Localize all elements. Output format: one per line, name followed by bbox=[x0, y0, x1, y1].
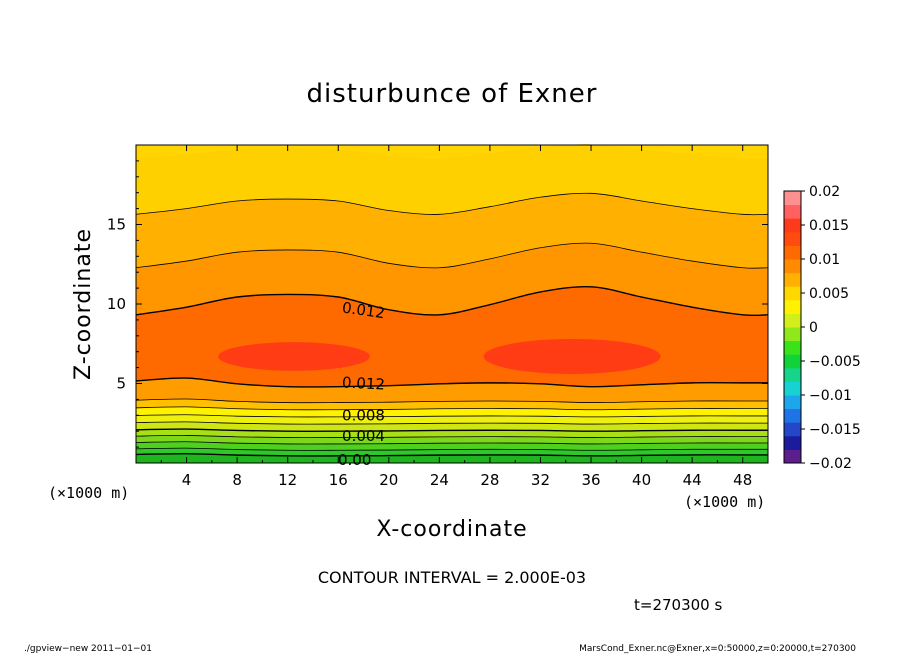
colorbar-tick-label: −0.005 bbox=[809, 354, 861, 370]
colorbar-tick-label: −0.015 bbox=[809, 422, 861, 438]
contour-line bbox=[135, 421, 768, 425]
contour-line bbox=[135, 285, 769, 317]
colorbar-swatch bbox=[784, 313, 801, 328]
x-tick-label: 8 bbox=[232, 471, 242, 489]
contour-interval-label: CONTOUR INTERVAL = 2.000E-03 bbox=[318, 568, 586, 587]
time-label: t=270300 s bbox=[634, 596, 722, 614]
colorbar-tick-label: −0.01 bbox=[809, 388, 852, 404]
contour-label: 0.008 bbox=[342, 406, 385, 424]
contour-label: 0.00 bbox=[338, 451, 371, 469]
colorbar-swatch bbox=[784, 354, 801, 369]
colorbar-swatch bbox=[784, 272, 801, 287]
contour-label: 0.004 bbox=[342, 427, 385, 445]
contour-line bbox=[135, 406, 768, 411]
contour-line bbox=[135, 452, 768, 457]
colorbar-tick-label: 0.01 bbox=[809, 252, 840, 268]
contour-label: 0.012 bbox=[341, 298, 386, 322]
colorbar-tick-label: 0.015 bbox=[809, 218, 849, 234]
x-tick-label: 48 bbox=[733, 471, 752, 489]
colorbar-swatch bbox=[784, 340, 801, 355]
colorbar-swatch bbox=[784, 259, 801, 274]
colorbar-swatch bbox=[784, 231, 801, 246]
high-value-regions bbox=[218, 338, 661, 374]
colorbar-swatch bbox=[784, 327, 801, 342]
high-value-core bbox=[218, 342, 370, 371]
colorbar-swatch bbox=[784, 381, 801, 396]
x-tick-label: 36 bbox=[581, 471, 600, 489]
contour-line bbox=[135, 428, 769, 432]
x-tick-label: 32 bbox=[531, 471, 550, 489]
colorbar-swatch bbox=[784, 299, 801, 314]
y-axis-label: Z-coordinate bbox=[71, 228, 96, 380]
x-tick-label: 4 bbox=[182, 471, 192, 489]
colorbar-swatch bbox=[784, 367, 801, 382]
contour-fill-bands bbox=[136, 144, 768, 463]
colorbar-swatch bbox=[784, 408, 801, 423]
x-tick-label: 24 bbox=[430, 471, 449, 489]
x-tick-label: 20 bbox=[379, 471, 398, 489]
contour-labels: 0.012 0.012 0.008 0.004 0.00 bbox=[338, 298, 386, 468]
contour-line bbox=[135, 398, 768, 404]
contour-line bbox=[135, 447, 768, 451]
colorbar-swatch bbox=[784, 218, 801, 233]
high-value-core bbox=[483, 338, 661, 374]
contour-line bbox=[135, 377, 768, 388]
colorbar-swatch bbox=[784, 395, 801, 410]
chart-title: disturbunce of Exner bbox=[307, 79, 598, 109]
colorbar-tick-label: −0.02 bbox=[809, 456, 852, 472]
x-tick-label: 28 bbox=[480, 471, 499, 489]
y-tick-label: 5 bbox=[116, 375, 126, 393]
x-axis-label: X-coordinate bbox=[376, 517, 527, 542]
colorbar-swatch bbox=[784, 422, 801, 437]
x-tick-label: 12 bbox=[278, 471, 297, 489]
y-axis-ticks: 5 10 15 bbox=[107, 160, 768, 448]
contour-label: 0.012 bbox=[342, 373, 386, 393]
contour-line bbox=[135, 435, 768, 439]
x-axis-unit: (×1000 m) bbox=[684, 493, 765, 511]
contour-line bbox=[135, 192, 769, 216]
contour-lines bbox=[135, 192, 769, 457]
x-tick-label: 16 bbox=[329, 471, 348, 489]
colorbar: 0.02 0.015 0.01 0.005 0 −0.005 −0.01 −0.015 −0.0… bbox=[783, 184, 861, 472]
colorbar-tick-label: 0 bbox=[809, 320, 818, 336]
colorbar-swatch bbox=[784, 449, 801, 464]
footer-left: ./gpview−new 2011−01−01 bbox=[24, 644, 152, 654]
x-tick-label: 40 bbox=[632, 471, 651, 489]
colorbar-swatch bbox=[784, 191, 801, 206]
colorbar-swatch bbox=[784, 245, 801, 260]
x-axis-ticks: 4 8 12 16 20 24 28 32 36 40 44 48 bbox=[160, 145, 752, 489]
footer-right: MarsCond_Exner.nc@Exner,x=0:50000,z=0:20… bbox=[579, 644, 856, 654]
y-tick-label: 10 bbox=[107, 295, 126, 313]
colorbar-tick-label: 0.02 bbox=[809, 184, 840, 200]
colorbar-swatch bbox=[784, 435, 801, 450]
colorbar-swatch bbox=[784, 204, 801, 219]
y-axis-unit: (×1000 m) bbox=[48, 484, 129, 502]
contour-line bbox=[135, 414, 768, 418]
colorbar-tick-label: 0.005 bbox=[809, 286, 849, 302]
x-tick-label: 44 bbox=[683, 471, 702, 489]
y-tick-label: 15 bbox=[107, 216, 126, 234]
contour-line bbox=[135, 441, 768, 445]
colorbar-swatch bbox=[784, 286, 801, 301]
contour-line bbox=[135, 242, 769, 269]
